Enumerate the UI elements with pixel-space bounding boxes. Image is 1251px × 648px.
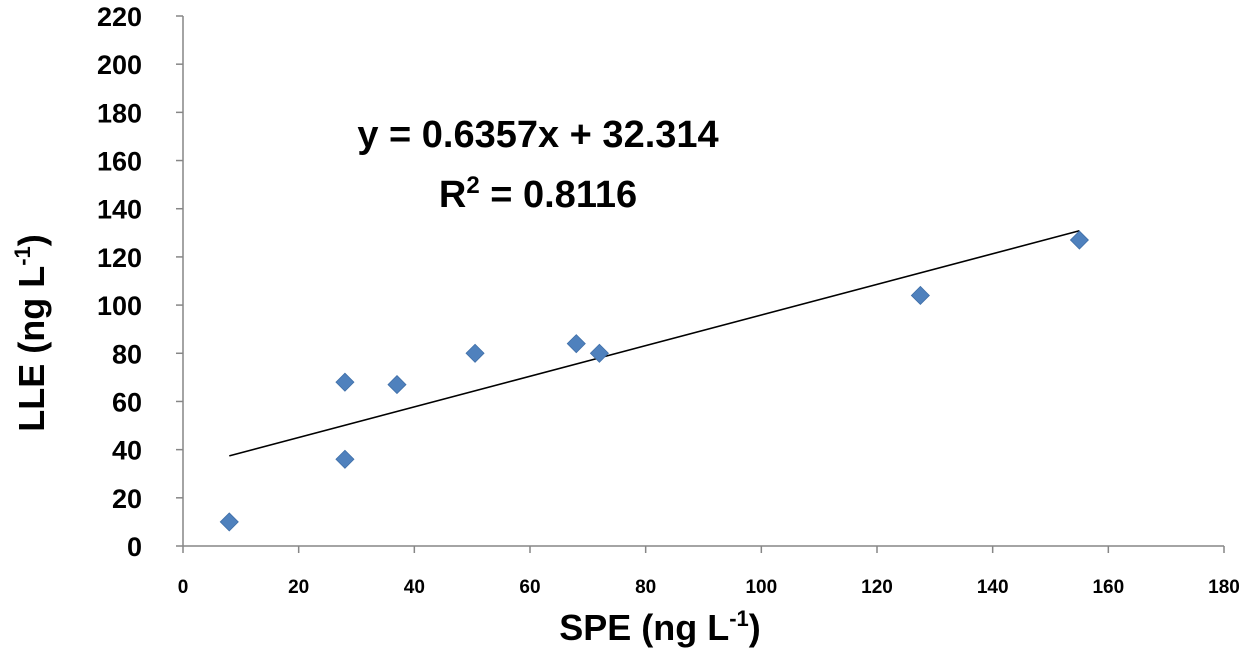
y-tick-label: 180 xyxy=(97,98,142,128)
x-tick-label: 20 xyxy=(288,577,309,598)
x-tick-label: 100 xyxy=(745,577,777,598)
x-tick-label: 40 xyxy=(404,577,425,598)
x-tick-label: 80 xyxy=(635,577,656,598)
regression-equation: y = 0.6357x + 32.314 xyxy=(357,114,718,156)
x-axis-title-main: SPE (ng L xyxy=(559,607,729,648)
x-tick-label: 120 xyxy=(861,577,893,598)
x-tick-label: 180 xyxy=(1208,577,1240,598)
r-squared-superscript: 2 xyxy=(466,172,479,199)
y-axis-title-end: ) xyxy=(11,234,52,246)
data-point-diamond xyxy=(335,449,355,469)
y-axis-title: LLE (ng L-1) xyxy=(10,234,52,432)
y-tick-label: 100 xyxy=(97,291,142,321)
y-tick-label: 120 xyxy=(97,243,142,273)
y-axis-title-main: LLE (ng L xyxy=(11,266,52,432)
y-tick-label: 20 xyxy=(112,484,142,514)
data-point-diamond xyxy=(387,375,407,395)
data-point-diamond xyxy=(910,285,930,306)
r-squared-label: R2 = 0.8116 xyxy=(439,172,637,216)
x-tick-label: 160 xyxy=(1092,577,1124,598)
y-tick-label: 80 xyxy=(112,339,142,369)
y-tick-label: 0 xyxy=(127,532,142,562)
y-tick-label: 140 xyxy=(97,195,142,225)
y-tick-label: 60 xyxy=(112,387,142,417)
trendline-layer xyxy=(229,230,1080,457)
data-point-diamond xyxy=(589,343,609,363)
y-tick-label: 160 xyxy=(97,147,142,177)
data-point-diamond xyxy=(566,334,586,354)
r-squared-value: = 0.8116 xyxy=(480,174,637,216)
y-axis-title-superscript: -1 xyxy=(10,246,35,266)
x-axis-title-superscript: -1 xyxy=(729,606,749,631)
axes xyxy=(182,16,1224,547)
y-tick-labels: 0 20 40 60 80 100 120 140 160 180 200 220 xyxy=(97,2,142,562)
data-point-diamond xyxy=(465,343,485,363)
x-tick-labels: 0 20 40 60 80 100 120 140 160 180 xyxy=(178,577,1240,598)
r-squared-main: R xyxy=(439,174,466,216)
data-points xyxy=(219,230,1089,532)
x-tick-label: 0 xyxy=(178,577,189,598)
y-tick-label: 200 xyxy=(97,50,142,80)
y-tick-label: 220 xyxy=(97,2,142,32)
x-axis-title-end: ) xyxy=(749,607,761,648)
x-axis-title: SPE (ng L-1) xyxy=(559,606,761,648)
trendline xyxy=(229,230,1080,457)
data-point-diamond xyxy=(219,512,239,532)
y-tick-label: 40 xyxy=(112,436,142,466)
data-point-diamond xyxy=(335,372,355,392)
data-point-diamond xyxy=(1069,230,1089,250)
tick-marks xyxy=(176,15,1225,553)
x-tick-label: 60 xyxy=(519,577,540,598)
x-tick-label: 140 xyxy=(977,577,1009,598)
